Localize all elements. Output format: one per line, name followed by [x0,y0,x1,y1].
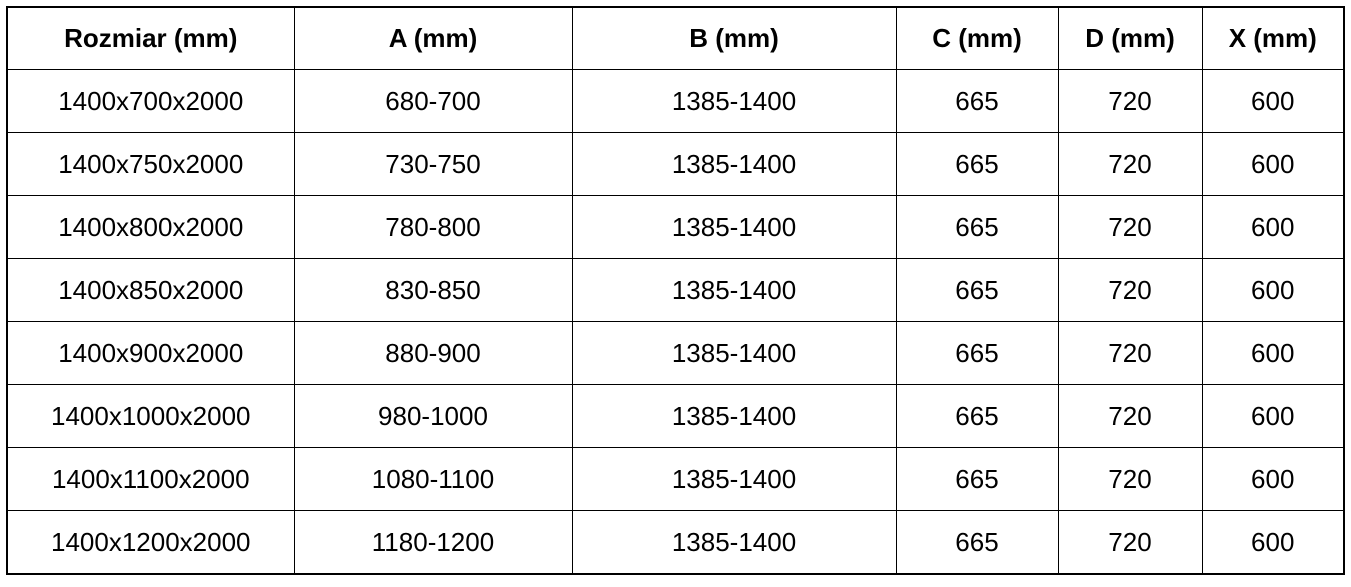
column-header: A (mm) [293,6,573,70]
table-cell: 720 [1057,384,1203,448]
table-cell: 1385-1400 [571,384,897,448]
dimensions-table: Rozmiar (mm) A (mm) B (mm) C (mm) D (mm) X (m… [6,6,1345,575]
table-cell: 1385-1400 [571,447,897,511]
table-cell: 665 [895,447,1059,511]
header-row: Rozmiar (mm) A (mm) B (mm) C (mm) D (mm) X (m… [6,6,1345,70]
table-row: 1400x700x2000 680-700 1385-1400 665 720 600 [6,69,1345,133]
column-header: C (mm) [895,6,1059,70]
table-cell: 600 [1201,510,1345,575]
table-cell: 600 [1201,258,1345,322]
table-cell: 600 [1201,384,1345,448]
table-cell: 720 [1057,69,1203,133]
table-cell: 1400x800x2000 [6,195,295,259]
table-cell: 1400x1000x2000 [6,384,295,448]
table-row: 1400x800x2000 780-800 1385-1400 665 720 600 [6,195,1345,259]
column-header: Rozmiar (mm) [6,6,295,70]
table-cell: 720 [1057,258,1203,322]
table-cell: 1385-1400 [571,321,897,385]
table-cell: 720 [1057,447,1203,511]
table-cell: 665 [895,384,1059,448]
table-cell: 1400x1100x2000 [6,447,295,511]
table-row: 1400x900x2000 880-900 1385-1400 665 720 600 [6,321,1345,385]
table-cell: 600 [1201,69,1345,133]
table-cell: 830-850 [293,258,573,322]
table-cell: 1400x900x2000 [6,321,295,385]
table-cell: 1180-1200 [293,510,573,575]
table-cell: 980-1000 [293,384,573,448]
table-cell: 665 [895,510,1059,575]
table-row: 1400x850x2000 830-850 1385-1400 665 720 600 [6,258,1345,322]
table-cell: 665 [895,132,1059,196]
table-cell: 1080-1100 [293,447,573,511]
table-cell: 720 [1057,510,1203,575]
table-cell: 600 [1201,195,1345,259]
column-header: X (mm) [1201,6,1345,70]
table-cell: 1385-1400 [571,69,897,133]
table-cell: 1385-1400 [571,132,897,196]
table-row: 1400x750x2000 730-750 1385-1400 665 720 600 [6,132,1345,196]
table-cell: 1385-1400 [571,195,897,259]
table-cell: 665 [895,258,1059,322]
table-cell: 665 [895,195,1059,259]
table-row: 1400x1200x2000 1180-1200 1385-1400 665 720 60… [6,510,1345,575]
table-cell: 665 [895,69,1059,133]
table-cell: 665 [895,321,1059,385]
table-cell: 1400x850x2000 [6,258,295,322]
table-cell: 1400x700x2000 [6,69,295,133]
table-cell: 600 [1201,132,1345,196]
table-cell: 680-700 [293,69,573,133]
table-cell: 730-750 [293,132,573,196]
table-cell: 720 [1057,132,1203,196]
table-cell: 600 [1201,447,1345,511]
table-row: 1400x1000x2000 980-1000 1385-1400 665 720 600 [6,384,1345,448]
table-cell: 720 [1057,195,1203,259]
table-cell: 1400x750x2000 [6,132,295,196]
table-cell: 1400x1200x2000 [6,510,295,575]
table-cell: 600 [1201,321,1345,385]
table-cell: 880-900 [293,321,573,385]
table-cell: 1385-1400 [571,510,897,575]
table-cell: 720 [1057,321,1203,385]
table-cell: 1385-1400 [571,258,897,322]
column-header: D (mm) [1057,6,1203,70]
column-header: B (mm) [571,6,897,70]
table-row: 1400x1100x2000 1080-1100 1385-1400 665 720 60… [6,447,1345,511]
table-cell: 780-800 [293,195,573,259]
